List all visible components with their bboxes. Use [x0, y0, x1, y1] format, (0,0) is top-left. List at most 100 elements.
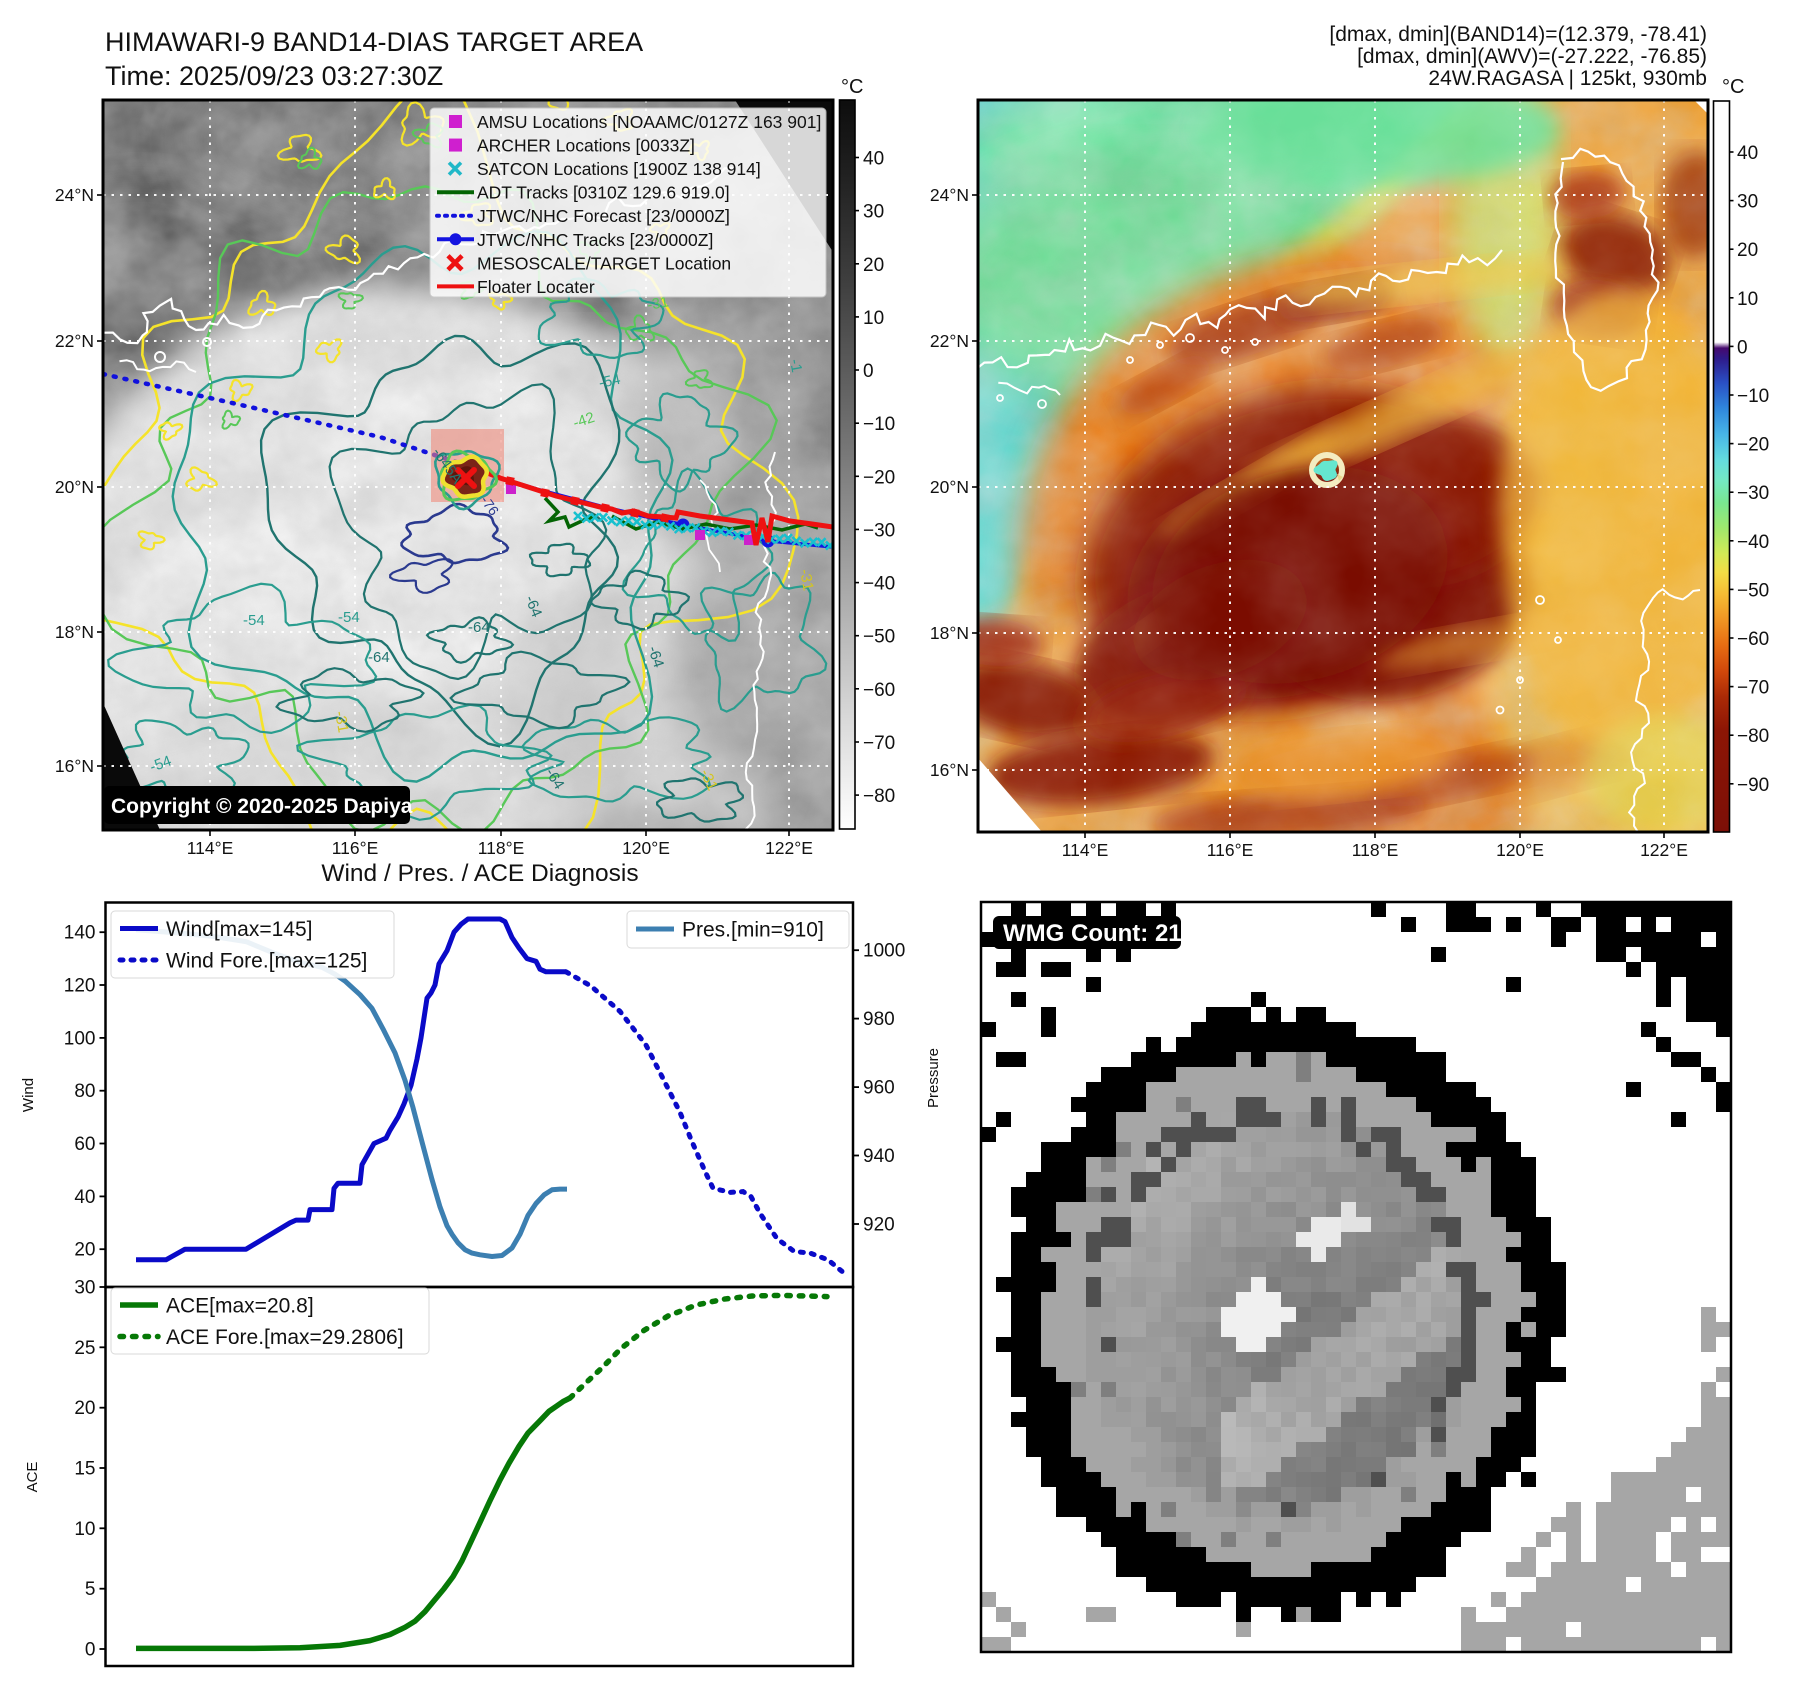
svg-text:−50: −50 [863, 627, 895, 648]
svg-text:1000: 1000 [863, 941, 905, 962]
svg-text:24W.RAGASA | 125kt, 930mb: 24W.RAGASA | 125kt, 930mb [1428, 67, 1707, 90]
svg-text:24°N: 24°N [55, 185, 94, 205]
svg-text:°C: °C [841, 76, 863, 98]
svg-text:[dmax, dmin](AWV)=(-27.222, -7: [dmax, dmin](AWV)=(-27.222, -76.85) [1357, 45, 1707, 68]
svg-text:940: 940 [863, 1146, 895, 1167]
svg-text:25: 25 [74, 1338, 95, 1359]
svg-text:920: 920 [863, 1215, 895, 1236]
svg-text:ARCHER Locations [0033Z]: ARCHER Locations [0033Z] [477, 136, 695, 156]
svg-text:118°E: 118°E [1352, 840, 1399, 860]
svg-text:ACE: ACE [24, 1462, 41, 1493]
svg-text:22°N: 22°N [55, 331, 94, 351]
svg-text:-64: -64 [468, 619, 490, 636]
svg-text:ADT Tracks [0310Z 129.6 919.0]: ADT Tracks [0310Z 129.6 919.0] [477, 183, 730, 203]
svg-text:-54: -54 [597, 371, 622, 392]
svg-text:40: 40 [74, 1187, 95, 1208]
svg-text:30: 30 [863, 202, 884, 223]
svg-text:Time: 2025/09/23 03:27:30Z: Time: 2025/09/23 03:27:30Z [105, 61, 443, 91]
svg-text:−70: −70 [863, 733, 895, 754]
svg-text:SATCON Locations [1900Z 138 91: SATCON Locations [1900Z 138 914] [477, 159, 761, 179]
svg-text:-64: -64 [368, 649, 390, 666]
svg-text:16°N: 16°N [55, 756, 94, 776]
svg-text:20: 20 [74, 1398, 95, 1419]
svg-text:960: 960 [863, 1078, 895, 1099]
svg-text:40: 40 [863, 149, 884, 170]
svg-text:980: 980 [863, 1009, 895, 1030]
svg-text:20°N: 20°N [930, 477, 969, 497]
svg-text:−10: −10 [863, 414, 895, 435]
svg-text:116°E: 116°E [1207, 840, 1254, 860]
svg-text:JTWC/NHC Forecast [23/0000Z]: JTWC/NHC Forecast [23/0000Z] [477, 206, 730, 226]
svg-text:−10: −10 [1737, 386, 1769, 407]
svg-text:30: 30 [74, 1278, 95, 1299]
svg-text:0: 0 [863, 361, 874, 382]
svg-text:120°E: 120°E [1496, 840, 1544, 860]
svg-text:HIMAWARI-9 BAND14-DIAS TARGET: HIMAWARI-9 BAND14-DIAS TARGET AREA [105, 27, 643, 57]
svg-text:122°E: 122°E [1640, 840, 1688, 860]
svg-text:Pressure: Pressure [925, 1048, 942, 1108]
svg-text:120°E: 120°E [622, 838, 670, 858]
svg-text:-64: -64 [644, 644, 667, 670]
svg-text:10: 10 [1737, 289, 1758, 310]
svg-text:Wind[max=145]: Wind[max=145] [166, 918, 313, 941]
svg-text:−20: −20 [863, 467, 895, 488]
svg-text:−40: −40 [1737, 532, 1769, 553]
svg-text:Wind: Wind [20, 1078, 37, 1112]
svg-text:60: 60 [74, 1134, 95, 1155]
svg-text:114°E: 114°E [1062, 840, 1109, 860]
svg-text:20: 20 [74, 1240, 95, 1261]
svg-text:ACE[max=20.8]: ACE[max=20.8] [166, 1295, 314, 1318]
svg-text:20: 20 [863, 255, 884, 276]
svg-text:100: 100 [64, 1028, 96, 1049]
svg-text:[dmax, dmin](BAND14)=(12.379,: [dmax, dmin](BAND14)=(12.379, -78.41) [1329, 23, 1707, 46]
svg-text:−80: −80 [863, 786, 895, 807]
svg-text:MESOSCALE/TARGET Location: MESOSCALE/TARGET Location [477, 253, 731, 273]
svg-text:ACE Fore.[max=29.2806]: ACE Fore.[max=29.2806] [166, 1326, 404, 1349]
svg-text:JTWC/NHC Tracks [23/0000Z]: JTWC/NHC Tracks [23/0000Z] [477, 230, 713, 250]
svg-text:−80: −80 [1737, 726, 1769, 747]
svg-text:120: 120 [64, 976, 96, 997]
svg-text:114°E: 114°E [187, 838, 234, 858]
svg-text:-1: -1 [786, 358, 805, 374]
svg-text:118°E: 118°E [478, 838, 525, 858]
svg-text:140: 140 [64, 923, 96, 944]
svg-text:−30: −30 [1737, 483, 1769, 504]
svg-text:18°N: 18°N [930, 623, 969, 643]
svg-text:5: 5 [85, 1579, 96, 1600]
svg-text:AMSU Locations [NOAAMC/0127Z 1: AMSU Locations [NOAAMC/0127Z 163 901] [477, 112, 821, 132]
svg-text:−70: −70 [1737, 678, 1769, 699]
svg-text:16°N: 16°N [930, 760, 969, 780]
svg-text:-64: -64 [521, 593, 545, 619]
svg-text:20: 20 [1737, 240, 1758, 261]
svg-text:−40: −40 [863, 574, 895, 595]
svg-text:-54: -54 [148, 752, 174, 775]
svg-text:-54: -54 [243, 612, 265, 629]
svg-text:WMG Count: 21: WMG Count: 21 [1003, 920, 1182, 947]
svg-text:−90: −90 [1737, 775, 1769, 796]
svg-text:−60: −60 [1737, 629, 1769, 650]
svg-text:-31: -31 [796, 568, 817, 592]
svg-text:−50: −50 [1737, 580, 1769, 601]
svg-text:24°N: 24°N [930, 185, 969, 205]
svg-text:Wind / Pres. / ACE Diagnosis: Wind / Pres. / ACE Diagnosis [321, 860, 638, 887]
svg-text:0: 0 [1737, 337, 1748, 358]
svg-text:°C: °C [1722, 76, 1744, 98]
svg-text:10: 10 [74, 1519, 95, 1540]
svg-text:116°E: 116°E [332, 838, 379, 858]
svg-text:18°N: 18°N [55, 622, 94, 642]
svg-text:20°N: 20°N [55, 477, 94, 497]
svg-text:122°E: 122°E [765, 838, 813, 858]
svg-text:−30: −30 [863, 520, 895, 541]
svg-text:−60: −60 [863, 680, 895, 701]
svg-text:Copyright © 2020-2025 Dapiya: Copyright © 2020-2025 Dapiya [111, 795, 413, 818]
svg-text:0: 0 [85, 1640, 96, 1661]
svg-text:15: 15 [74, 1459, 95, 1480]
svg-text:−20: −20 [1737, 435, 1769, 456]
svg-text:-31: -31 [331, 710, 352, 734]
svg-text:Wind Fore.[max=125]: Wind Fore.[max=125] [166, 950, 367, 973]
svg-text:80: 80 [74, 1081, 95, 1102]
svg-text:22°N: 22°N [930, 331, 969, 351]
svg-text:10: 10 [863, 308, 884, 329]
svg-text:-42: -42 [571, 409, 597, 432]
svg-text:-31: -31 [646, 293, 670, 314]
